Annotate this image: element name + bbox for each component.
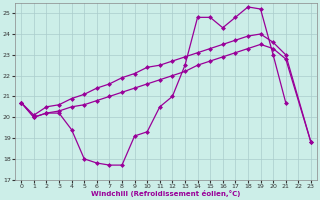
X-axis label: Windchill (Refroidissement éolien,°C): Windchill (Refroidissement éolien,°C) [92, 190, 241, 197]
